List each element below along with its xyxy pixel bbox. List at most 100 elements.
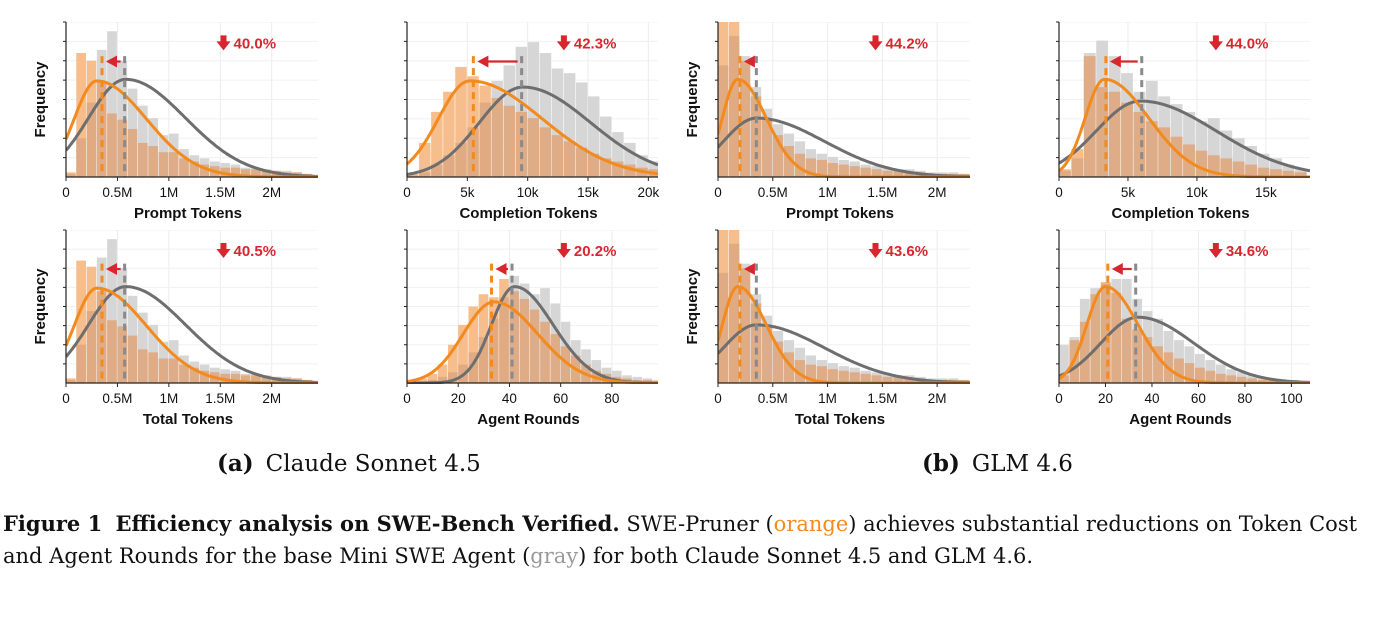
overlap-bar	[827, 163, 838, 177]
caption-gray-word: gray	[530, 544, 579, 568]
overlap-bar	[772, 135, 784, 177]
down-arrow-icon	[1208, 243, 1223, 259]
base-bar	[138, 105, 148, 177]
overlap-bar	[261, 376, 272, 383]
overlap-bar	[1184, 363, 1195, 383]
base-bar	[563, 73, 576, 177]
overlap-bar	[860, 167, 871, 177]
down-arrow-icon	[868, 243, 883, 259]
down-arrow-icon	[868, 35, 883, 51]
plot-area	[1059, 22, 1310, 178]
overlap-bar	[1059, 170, 1071, 177]
chart-panel-5: 0 0.5M 1M 1.5M 2M Total Tokens Frequency 40.5%	[32, 229, 318, 428]
x-tick-label: 5k	[460, 185, 475, 200]
plot-area	[407, 230, 658, 384]
x-tick-label: 1.5M	[867, 185, 897, 200]
overlap-bar	[127, 335, 138, 383]
overlap-bar	[86, 311, 97, 383]
x-tick-label: 20k	[637, 185, 659, 200]
overlap-bar	[1083, 56, 1096, 177]
subcaption-b: (b) GLM 4.6	[922, 450, 1073, 477]
overlap-bar	[76, 138, 86, 177]
shift-arrow-head	[106, 263, 117, 276]
overlap-bar	[539, 127, 552, 177]
chart-panel-6: 0 20 40 60 80 Agent Rounds 20.2%	[403, 229, 658, 428]
overlap-bar	[816, 366, 827, 383]
overlap-bar	[882, 376, 893, 383]
overlap-bar	[66, 379, 76, 383]
x-tick-label: 0.5M	[758, 185, 788, 200]
overlap-bar	[138, 349, 148, 383]
pruner-bar	[467, 76, 479, 177]
overlap-bar	[447, 372, 458, 383]
overlap-bar	[1207, 155, 1220, 177]
figure-title: Efficiency analysis on SWE-Bench Verifie…	[115, 511, 620, 536]
overlap-bar	[540, 321, 550, 383]
base-bar	[107, 31, 117, 177]
x-tick-label: 1M	[818, 391, 837, 406]
overlap-bar	[1079, 321, 1090, 383]
overlap-bar	[1195, 150, 1208, 177]
base-bar	[551, 68, 564, 177]
overlap-bar	[529, 309, 540, 383]
base-bar	[1220, 130, 1233, 177]
x-tick-label: 60	[553, 391, 568, 406]
plot-area	[66, 22, 318, 178]
x-axis-label: Prompt Tokens	[786, 205, 894, 222]
overlap-bar	[478, 337, 489, 383]
overlap-bar	[805, 158, 817, 177]
base-bar	[1232, 138, 1245, 177]
x-tick-label: 0	[62, 185, 70, 200]
overlap-bar	[718, 65, 729, 177]
x-axis-label: Agent Rounds	[1129, 411, 1232, 428]
overlap-bar	[1220, 158, 1233, 177]
overlap-bar	[503, 105, 516, 177]
overlap-bar	[1111, 292, 1122, 383]
pruner-bar	[431, 111, 443, 177]
overlap-bar	[127, 128, 138, 177]
overlap-bar	[251, 169, 261, 177]
overlap-bar	[1215, 373, 1226, 383]
overlap-bar	[1096, 87, 1109, 177]
overlap-bar	[107, 113, 117, 177]
overlap-bar	[199, 164, 210, 177]
x-tick-label: 0	[714, 185, 722, 200]
overlap-bar	[488, 318, 499, 383]
base-bar	[612, 132, 624, 177]
base-bar	[1257, 153, 1270, 177]
plot-area	[718, 22, 970, 178]
reduction-label: 34.6%	[1226, 243, 1269, 260]
x-tick-label: 40	[502, 391, 517, 406]
reduction-label: 40.5%	[234, 243, 277, 260]
overlap-bar	[1194, 367, 1205, 383]
x-tick-label: 1.5M	[205, 185, 235, 200]
overlap-bar	[76, 344, 86, 383]
y-axis-label: Frequency	[32, 268, 49, 345]
overlap-bar	[86, 102, 97, 177]
down-arrow-icon	[216, 35, 231, 51]
overlap-bar	[1090, 294, 1101, 383]
shift-arrow-head	[743, 55, 755, 68]
overlap-bar	[1132, 329, 1143, 383]
overlap-bar	[251, 375, 261, 383]
down-arrow-icon	[556, 243, 571, 259]
overlap-bar	[1071, 158, 1084, 177]
chart-panel-1: 0 0.5M 1M 1.5M 2M Prompt Tokens Frequency 40.0%	[32, 21, 318, 222]
base-bar	[1245, 146, 1257, 177]
x-tick-label: 1M	[818, 185, 837, 200]
overlap-bar	[499, 297, 509, 383]
pruner-bar	[468, 306, 479, 383]
overlap-bar	[468, 352, 479, 383]
y-axis-label: Frequency	[684, 61, 701, 138]
shift-arrow-head	[1111, 263, 1123, 276]
x-axis-label: Prompt Tokens	[134, 205, 242, 222]
overlap-bar	[739, 268, 751, 383]
overlap-bar	[148, 352, 158, 383]
overlap-bar	[107, 320, 117, 383]
base-bar	[624, 142, 636, 177]
overlap-bar	[794, 153, 806, 177]
plot-area	[718, 230, 970, 384]
overlap-bar	[1257, 379, 1268, 383]
figure-label: Figure 1	[3, 511, 103, 536]
pruner-density-line	[407, 79, 658, 176]
